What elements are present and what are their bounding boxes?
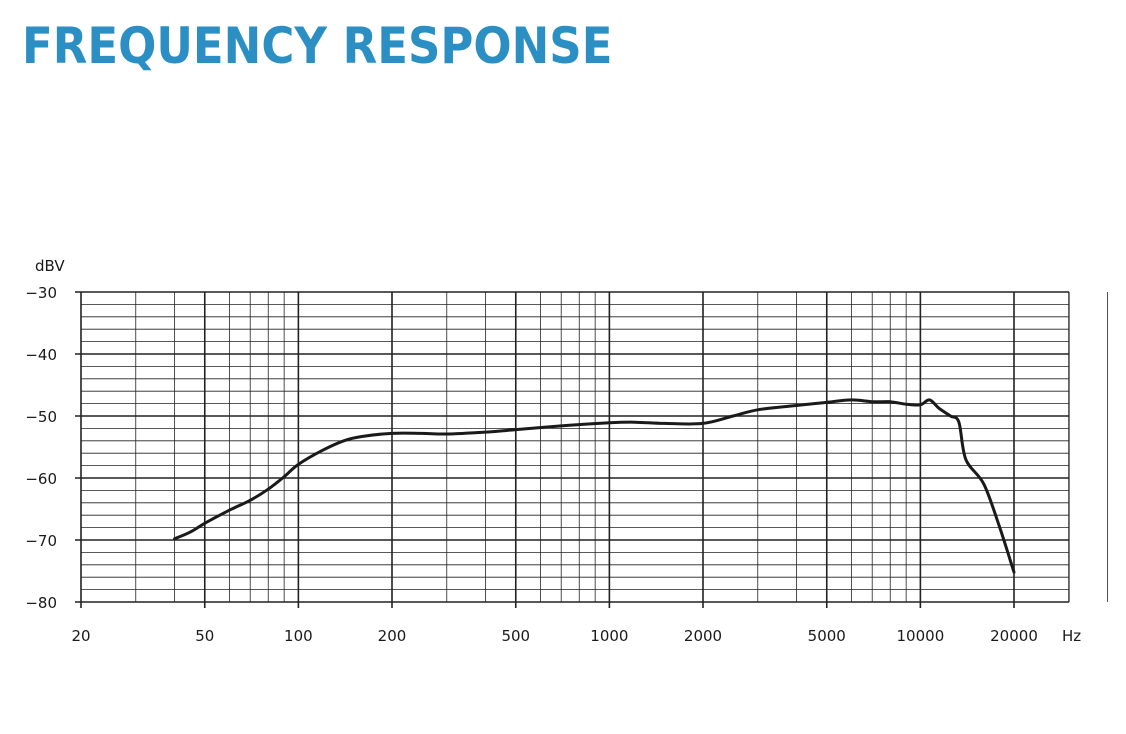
axis-labels: dBV Hz: [35, 257, 1081, 645]
x-tick-label: 5000: [808, 627, 846, 645]
y-axis-label: dBV: [35, 257, 65, 275]
axis-tick-labels: −30 −40 −50 −60 −70 −80 20 50 100 200 500 1000 2000 5…: [25, 284, 1038, 645]
x-tick-label: 50: [195, 627, 214, 645]
y-tick-label: −80: [25, 594, 57, 612]
y-tick-label: −50: [25, 408, 57, 426]
x-tick-label: 100: [284, 627, 313, 645]
y-tick-label: −70: [25, 532, 57, 550]
page-title: FREQUENCY RESPONSE: [22, 17, 613, 75]
grid-minor-lines: [81, 292, 1109, 602]
x-axis-label: Hz: [1062, 627, 1081, 645]
x-tick-label: 2000: [684, 627, 722, 645]
series-line: [173, 398, 1016, 574]
x-tick-label: 200: [378, 627, 407, 645]
y-tick-label: −30: [25, 284, 57, 302]
x-tick-label: 20: [71, 627, 90, 645]
x-tick-label: 10000: [897, 627, 945, 645]
x-tick-label: 500: [501, 627, 530, 645]
x-tick-label: 20000: [990, 627, 1038, 645]
y-tick-label: −40: [25, 346, 57, 364]
x-tick-label: 1000: [590, 627, 628, 645]
grid-major-lines: [75, 291, 1070, 608]
y-tick-label: −60: [25, 470, 57, 488]
